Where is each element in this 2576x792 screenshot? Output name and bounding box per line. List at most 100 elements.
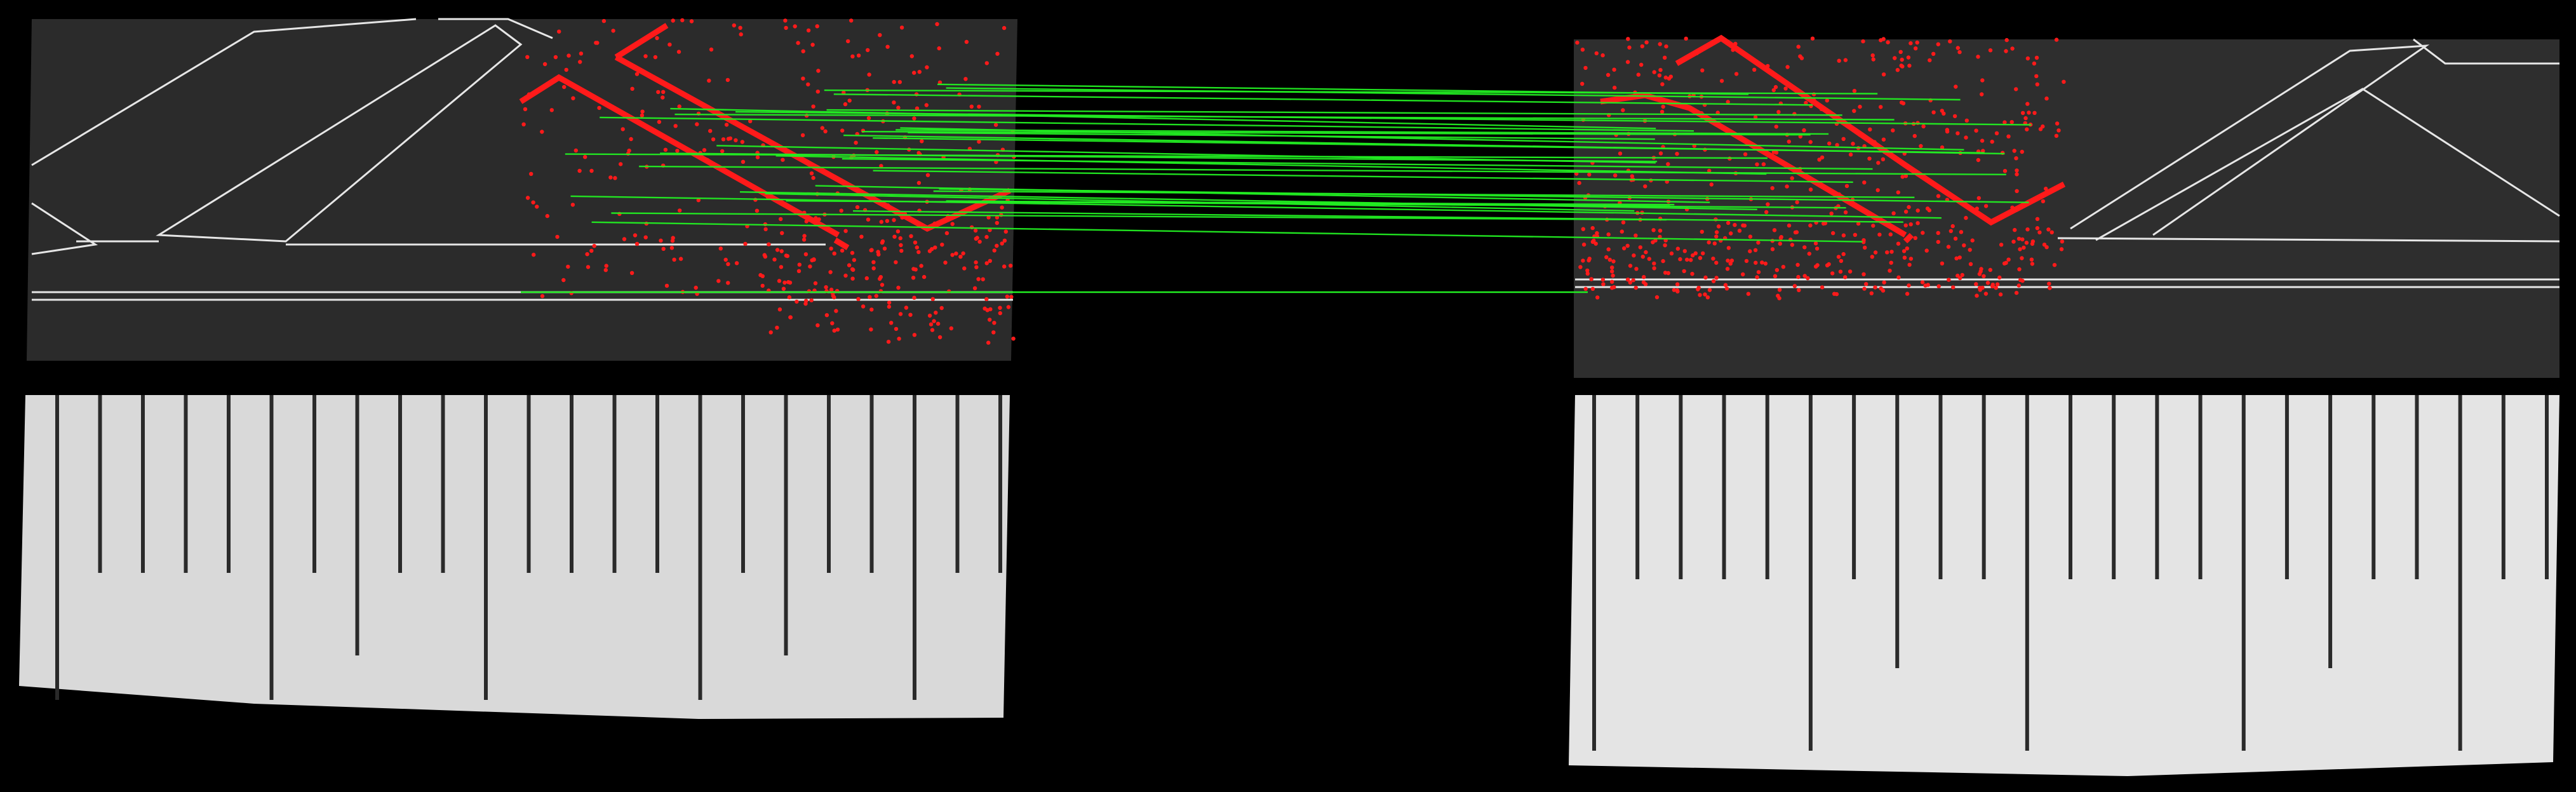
left-keypoint bbox=[1002, 264, 1007, 269]
match-line bbox=[765, 192, 1635, 212]
right-keypoint bbox=[1958, 276, 1962, 281]
left-keypoint bbox=[678, 257, 683, 261]
right-keypoint bbox=[1698, 293, 1702, 297]
right-keypoint bbox=[1921, 231, 1925, 235]
right-keypoint bbox=[1998, 292, 2003, 297]
right-keypoint bbox=[1669, 251, 1674, 256]
left-keypoint bbox=[601, 18, 607, 23]
right-keypoint bbox=[1813, 241, 1818, 246]
right-keypoint bbox=[1985, 281, 1990, 285]
right-keypoint bbox=[1714, 276, 1719, 280]
right-keypoint bbox=[1660, 109, 1665, 114]
right-keypoint bbox=[1741, 223, 1745, 228]
left-keypoint bbox=[801, 49, 805, 53]
match-line bbox=[565, 153, 1768, 159]
left-keypoint bbox=[549, 108, 554, 112]
right-keypoint bbox=[1580, 48, 1585, 52]
left-keypoint bbox=[655, 36, 659, 41]
left-keypoint bbox=[977, 239, 982, 244]
left-keypoint bbox=[755, 208, 760, 213]
left-keypoint bbox=[915, 245, 920, 250]
match-line bbox=[937, 83, 1749, 95]
right-keypoint bbox=[1834, 292, 1839, 297]
right-keypoint bbox=[2044, 186, 2048, 191]
right-keypoint bbox=[1783, 86, 1788, 91]
left-keypoint bbox=[919, 264, 923, 268]
right-keypoint bbox=[1684, 36, 1688, 41]
right-keypoint bbox=[1964, 118, 1969, 123]
left-keypoint bbox=[613, 176, 617, 180]
left-keypoint bbox=[629, 137, 633, 142]
right-keypoint bbox=[1903, 174, 1909, 178]
right-keypoint bbox=[2054, 133, 2059, 138]
right-keypoint bbox=[1626, 278, 1630, 282]
left-keypoint bbox=[1009, 295, 1014, 299]
left-keypoint bbox=[889, 321, 894, 325]
right-keypoint bbox=[1936, 284, 1941, 288]
right-keypoint bbox=[1703, 292, 1707, 297]
left-keypoint bbox=[859, 234, 864, 239]
right-keypoint bbox=[1611, 259, 1616, 264]
right-keypoint bbox=[1964, 215, 1968, 220]
right-keypoint bbox=[1954, 84, 1958, 89]
right-keypoint bbox=[1707, 288, 1712, 292]
left-keypoint bbox=[851, 267, 855, 272]
right-keypoint bbox=[1756, 240, 1761, 245]
right-keypoint bbox=[1622, 246, 1627, 251]
right-keypoint bbox=[1795, 262, 1800, 267]
left-keypoint bbox=[988, 318, 992, 322]
left-keypoint bbox=[542, 62, 547, 67]
left-keypoint bbox=[892, 218, 896, 222]
match-line bbox=[900, 127, 1964, 151]
right-keypoint bbox=[1628, 264, 1633, 268]
left-keypoint bbox=[974, 260, 978, 265]
left-keypoint bbox=[887, 300, 892, 305]
right-keypoint bbox=[1949, 229, 1953, 233]
right-keypoint bbox=[1643, 282, 1648, 286]
right-keypoint bbox=[1804, 100, 1808, 105]
left-keypoint bbox=[892, 79, 896, 84]
right-keypoint bbox=[1891, 128, 1895, 133]
right-keypoint bbox=[2002, 120, 2007, 124]
left-keypoints bbox=[521, 18, 1016, 345]
right-keypoint bbox=[1678, 257, 1682, 262]
left-keypoint bbox=[887, 304, 892, 309]
right-keypoint bbox=[1931, 51, 1936, 57]
right-keypoint bbox=[1630, 174, 1634, 178]
right-keypoint bbox=[1593, 241, 1598, 246]
right-keypoint bbox=[2014, 290, 2019, 295]
left-keypoint bbox=[879, 164, 883, 168]
left-keypoint bbox=[1009, 264, 1013, 268]
right-keypoint bbox=[1611, 273, 1615, 278]
left-keypoint bbox=[763, 227, 768, 232]
right-keypoint bbox=[1957, 255, 1962, 260]
left-mesh-surface bbox=[27, 19, 1017, 361]
right-keypoint bbox=[1955, 46, 1960, 50]
match-line bbox=[843, 134, 2005, 155]
left-keypoint bbox=[986, 340, 991, 345]
right-keypoint bbox=[1802, 245, 1807, 250]
right-keypoint bbox=[1902, 249, 1907, 253]
right-keypoint bbox=[1920, 280, 1925, 285]
left-keypoint bbox=[972, 286, 977, 290]
left-keypoint bbox=[973, 228, 978, 233]
left-keypoint bbox=[916, 180, 922, 185]
right-keypoint bbox=[1954, 256, 1959, 260]
right-keypoint bbox=[1983, 292, 1989, 296]
match-line bbox=[639, 165, 2006, 175]
left-keypoint bbox=[806, 82, 810, 87]
right-keypoint bbox=[1898, 50, 1903, 55]
right-keypoint bbox=[1926, 283, 1930, 287]
left-keypoint bbox=[933, 245, 937, 250]
right-keypoint bbox=[2032, 111, 2037, 115]
left-keypoint bbox=[829, 287, 834, 292]
right-keypoint bbox=[1642, 275, 1646, 279]
left-keypoint bbox=[663, 147, 668, 152]
right-keypoint bbox=[1896, 190, 1900, 195]
left-keypoint bbox=[988, 258, 993, 263]
right-keypoint bbox=[1907, 283, 1911, 288]
left-keypoint bbox=[885, 44, 890, 49]
left-keypoint bbox=[661, 246, 666, 251]
left-keypoint bbox=[723, 257, 728, 262]
right-keypoint bbox=[1997, 275, 2002, 280]
